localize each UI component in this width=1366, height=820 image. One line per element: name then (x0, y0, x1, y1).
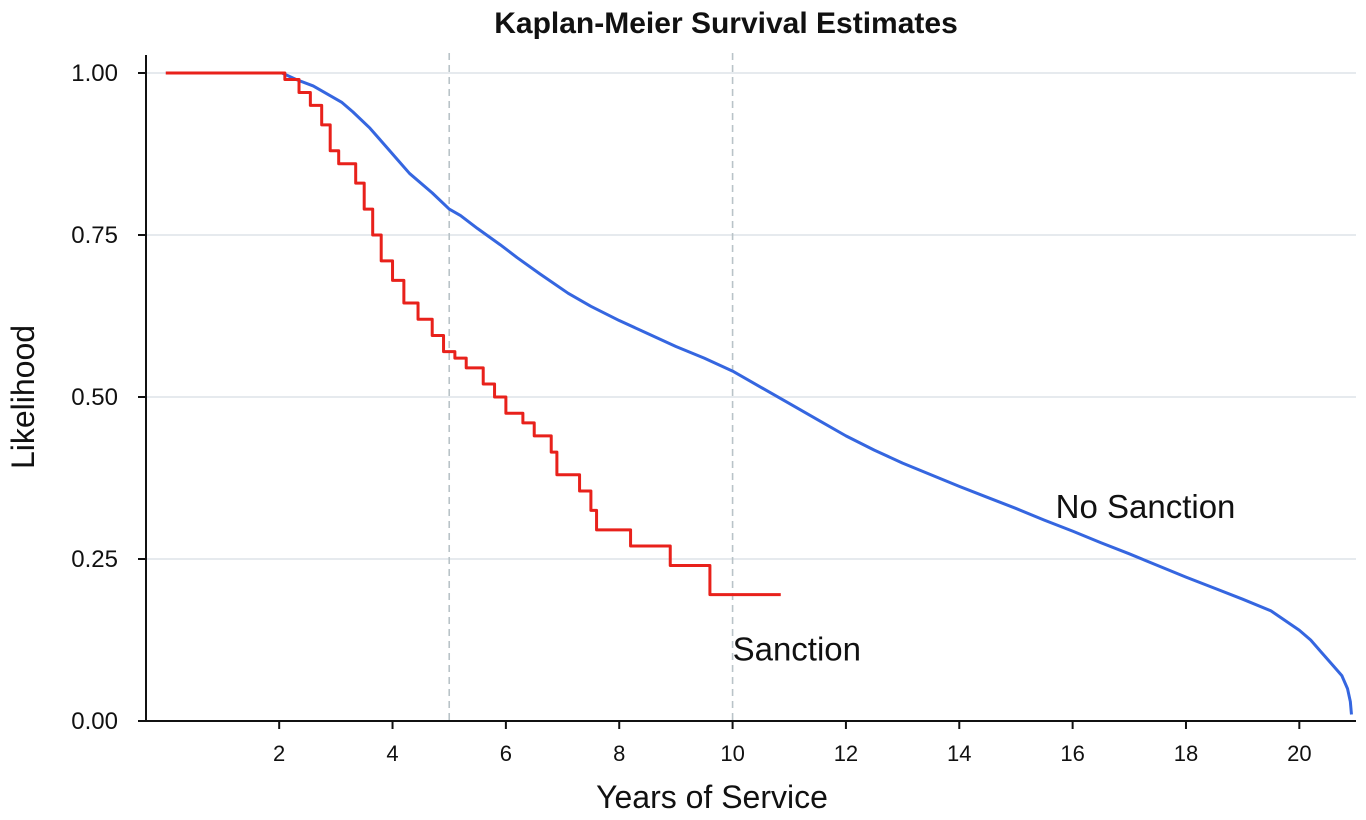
reference-lines (448, 53, 734, 721)
y-tick-label-1: 0.25 (71, 546, 118, 573)
y-axis-ticks: 0.00 0.25 0.50 0.75 1.00 (71, 60, 146, 735)
x-axis-ticks: 2 4 6 8 10 12 14 16 18 20 (273, 721, 1312, 766)
x-tick-label-5: 12 (834, 741, 858, 766)
x-tick-label-9: 20 (1287, 741, 1311, 766)
y-tick-label-0: 0.00 (71, 708, 118, 735)
x-axis-label: Years of Service (596, 779, 828, 815)
series-line-no-sanction (165, 71, 1353, 715)
x-tick-label-3: 8 (613, 741, 625, 766)
x-tick-label-0: 2 (273, 741, 285, 766)
x-tick-label-4: 10 (720, 741, 744, 766)
x-tick-label-6: 14 (947, 741, 971, 766)
y-tick-label-3: 0.75 (71, 222, 118, 249)
series-label-no-sanction: No Sanction (1056, 488, 1236, 525)
series-label-sanction: Sanction (733, 631, 861, 668)
series-lines (165, 71, 1353, 715)
x-tick-label-7: 16 (1060, 741, 1084, 766)
y-tick-label-4: 1.00 (71, 60, 118, 87)
x-tick-label-2: 6 (500, 741, 512, 766)
series-line-sanction (165, 71, 781, 597)
x-tick-label-8: 18 (1174, 741, 1198, 766)
chart-title: Kaplan-Meier Survival Estimates (494, 7, 958, 40)
series-labels: No Sanction Sanction (733, 488, 1236, 668)
gridlines (146, 72, 1356, 560)
x-tick-label-1: 4 (386, 741, 398, 766)
y-tick-label-2: 0.50 (71, 384, 118, 411)
y-axis-label: Likelihood (5, 325, 41, 469)
